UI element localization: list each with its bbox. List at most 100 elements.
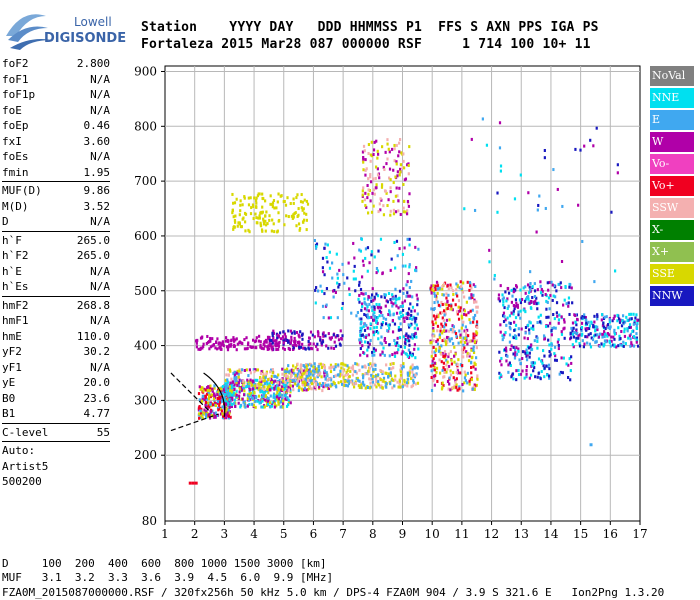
- echo-point: [475, 320, 479, 324]
- echo-point: [526, 353, 529, 357]
- echo-point: [372, 153, 375, 157]
- echo-point: [413, 326, 416, 330]
- echo-point: [575, 323, 578, 327]
- echo-point: [277, 341, 280, 345]
- echo-point: [621, 344, 624, 348]
- echo-point: [257, 192, 260, 196]
- echo-point: [238, 340, 241, 344]
- echo-point: [506, 306, 509, 310]
- echo-point: [381, 372, 384, 376]
- echo-point: [253, 391, 256, 395]
- echo-point: [543, 354, 546, 358]
- echo-point: [320, 341, 323, 345]
- echo-point: [600, 318, 603, 322]
- echo-point: [445, 296, 448, 300]
- echo-point: [311, 347, 314, 351]
- echo-point: [536, 208, 539, 212]
- echo-point: [413, 347, 416, 351]
- echo-point: [514, 351, 517, 355]
- echo-point: [399, 304, 402, 308]
- echo-point: [402, 206, 405, 210]
- echo-point: [361, 305, 364, 309]
- echo-point: [334, 363, 337, 367]
- echo-point: [515, 346, 518, 350]
- echo-point: [440, 360, 443, 364]
- echo-point: [550, 343, 553, 347]
- echo-point: [276, 384, 279, 388]
- echo-point: [383, 353, 386, 357]
- echo-point: [498, 121, 502, 125]
- echo-point: [393, 147, 396, 151]
- value-time: 000000: [341, 37, 390, 52]
- echo-point: [234, 338, 237, 342]
- echo-point: [443, 375, 446, 379]
- echo-point: [413, 343, 416, 347]
- echo-point: [367, 192, 370, 196]
- echo-point: [404, 177, 408, 181]
- echo-point: [399, 364, 402, 368]
- echo-point: [406, 199, 410, 203]
- echo-point: [233, 201, 237, 205]
- echo-point: [261, 399, 264, 403]
- echo-point: [610, 210, 613, 214]
- echo-point: [432, 334, 435, 338]
- echo-point: [340, 373, 344, 377]
- echo-point: [320, 289, 324, 293]
- echo-point: [375, 139, 378, 143]
- echo-point: [411, 367, 414, 371]
- echo-point: [523, 336, 526, 340]
- echo-point: [221, 405, 224, 409]
- echo-point: [391, 293, 394, 297]
- echo-point: [209, 409, 212, 413]
- echo-point: [542, 364, 545, 368]
- echo-point: [368, 302, 371, 306]
- echo-point: [443, 325, 446, 329]
- echo-point: [360, 291, 363, 295]
- echo-point: [361, 376, 365, 380]
- param-value: 2.800: [76, 57, 110, 70]
- echo-point: [563, 298, 566, 302]
- echo-point: [512, 336, 516, 340]
- echo-point: [358, 317, 361, 321]
- echo-point: [263, 344, 266, 348]
- echo-point: [501, 314, 505, 318]
- echo-point: [263, 387, 266, 391]
- echo-point: [521, 369, 524, 373]
- echo-point: [513, 307, 516, 311]
- echo-point: [306, 367, 309, 371]
- echo-point: [389, 268, 392, 272]
- echo-point: [245, 336, 248, 340]
- echo-point: [231, 208, 234, 212]
- echo-point: [252, 403, 256, 407]
- echo-point: [463, 376, 467, 380]
- echo-point: [604, 327, 607, 331]
- echo-point: [258, 214, 261, 218]
- echo-point: [438, 336, 442, 340]
- echo-point: [236, 342, 239, 346]
- echo-point: [379, 341, 382, 345]
- echo-point: [465, 354, 469, 358]
- echo-point: [449, 350, 452, 354]
- echo-point: [233, 370, 237, 374]
- echo-point: [235, 375, 238, 379]
- echo-point: [533, 282, 536, 286]
- echo-point: [229, 389, 232, 393]
- echo-point: [408, 237, 411, 241]
- echo-point: [267, 387, 270, 391]
- echo-point: [505, 359, 508, 363]
- echo-point: [335, 385, 338, 389]
- echo-point: [229, 344, 232, 348]
- echo-point: [432, 323, 435, 327]
- echo-point: [402, 365, 405, 369]
- echo-point: [568, 312, 571, 316]
- echo-point: [434, 354, 437, 358]
- echo-point: [384, 341, 387, 345]
- echo-point: [409, 316, 412, 320]
- echo-point: [476, 325, 479, 329]
- echo-point: [371, 287, 374, 291]
- echo-point: [398, 173, 401, 177]
- echo-point: [213, 394, 217, 398]
- echo-point: [354, 289, 357, 293]
- echo-point: [468, 340, 471, 344]
- echo-point: [430, 376, 433, 380]
